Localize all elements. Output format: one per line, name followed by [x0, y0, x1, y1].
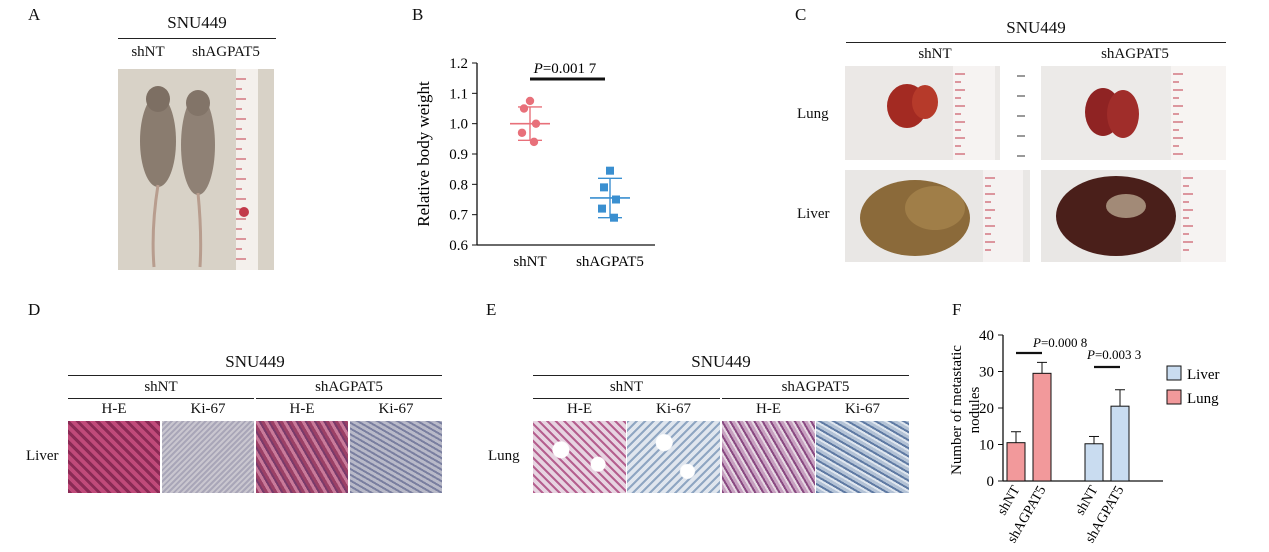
data-point	[610, 213, 618, 222]
data-point	[531, 119, 541, 128]
panel-d-stain-2: Ki-67	[190, 401, 226, 417]
panel-c-col-shnt: shNT	[918, 46, 952, 62]
y-tick-label: 40	[979, 328, 994, 344]
panel-d-group-shagpat5: shAGPAT5	[315, 379, 383, 395]
panel-label-a: A	[28, 5, 41, 24]
y-axis-label-line-2: nodules	[967, 387, 983, 434]
lung-shagpat5-ki67-image	[816, 421, 909, 493]
liver-shnt-he-image	[68, 421, 160, 493]
panel-e-stain-3: H-E	[756, 401, 781, 417]
legend-swatch-lung	[1166, 389, 1182, 405]
panel-a-title: SNU449	[167, 13, 227, 32]
panel-c-title: SNU449	[1006, 18, 1066, 37]
y-tick-label: 0.6	[449, 238, 468, 254]
bar	[1084, 443, 1104, 482]
panel-e-group-shnt: shNT	[609, 379, 644, 395]
p-value-label: P=0.000 8	[1032, 335, 1087, 350]
data-point	[600, 183, 608, 192]
panel-e-group-shagpat5: shAGPAT5	[781, 379, 850, 395]
panel-e-stain-1: H-E	[567, 401, 592, 417]
p-value-label: P=0.001 7	[533, 61, 597, 77]
liver-shagpat5-photo	[1041, 170, 1226, 262]
legend-swatch-liver	[1166, 365, 1182, 381]
data-point	[529, 137, 539, 147]
panel-d-stain-4: Ki-67	[378, 401, 414, 417]
panel-e-stain-2: Ki-67	[656, 401, 691, 417]
panel-d-stain-1: H-E	[101, 401, 127, 417]
liver-shnt-ki67-image	[162, 421, 254, 493]
lung-shnt-he-image	[533, 421, 626, 493]
panel-label-d: D	[28, 300, 41, 319]
y-tick-label: 0.9	[449, 147, 468, 163]
data-point	[612, 195, 620, 204]
liver-shagpat5-he-image	[256, 421, 348, 493]
panel-e-row-lung: Lung	[488, 448, 520, 464]
panel-label-f: F	[952, 300, 962, 319]
y-tick-label: 0.7	[449, 208, 468, 224]
panel-d-row-liver: Liver	[26, 448, 59, 464]
y-tick-label: 1.0	[449, 117, 468, 133]
y-tick-label: 1.2	[449, 56, 468, 72]
panel-label-b: B	[412, 5, 424, 24]
lung-shnt-photo	[845, 66, 1030, 160]
data-point	[517, 128, 527, 137]
data-point	[598, 204, 606, 213]
data-point	[525, 96, 535, 106]
data-point	[606, 166, 614, 175]
panel-e-stain-4: Ki-67	[845, 401, 880, 417]
x-category-label: shNT	[513, 254, 546, 270]
panel-c-row-liver: Liver	[797, 206, 830, 222]
bar	[1110, 405, 1130, 482]
panel-c-row-lung: Lung	[797, 106, 829, 122]
y-tick-label: 20	[979, 401, 994, 417]
panel-e-title: SNU449	[691, 352, 751, 371]
panel-b-chart: 0.6 0.7 0.8 0.9 1.0 1.1 1.2 Relative body weigh…	[414, 56, 655, 270]
lung-shagpat5-photo	[1041, 66, 1226, 160]
panel-c-col-shagpat5: shAGPAT5	[1101, 46, 1169, 62]
panel-a-col-shagpat5: shAGPAT5	[192, 44, 260, 60]
y-tick-label: 0.8	[449, 177, 468, 193]
y-tick-label: 30	[979, 365, 994, 381]
panel-label-c: C	[795, 5, 807, 24]
liver-shagpat5-ki67-image	[350, 421, 442, 493]
mouse-photo	[118, 69, 274, 270]
legend-label-lung: Lung	[1187, 391, 1219, 407]
panel-d-title: SNU449	[225, 352, 285, 371]
y-tick-label: 0	[987, 474, 995, 490]
p-value-label: P=0.003 3	[1086, 347, 1141, 362]
y-tick-label: 10	[979, 438, 994, 454]
panel-a-col-shnt: shNT	[131, 44, 165, 60]
x-category-label: shAGPAT5	[576, 254, 644, 270]
data-point	[519, 104, 529, 113]
y-tick-label: 1.1	[449, 86, 468, 102]
lung-shagpat5-he-image	[722, 421, 815, 493]
bar	[1032, 372, 1052, 482]
panel-label-e: E	[486, 300, 497, 319]
y-axis-label-line-1: Number of metastatic	[949, 345, 965, 475]
lung-shnt-ki67-image	[627, 421, 720, 493]
bar	[1006, 442, 1026, 482]
liver-shnt-photo	[845, 170, 1030, 262]
y-axis-label: Relative body weight	[414, 81, 433, 227]
panel-d-stain-3: H-E	[289, 401, 315, 417]
panel-d-group-shnt: shNT	[144, 379, 178, 395]
legend-label-liver: Liver	[1187, 367, 1219, 383]
